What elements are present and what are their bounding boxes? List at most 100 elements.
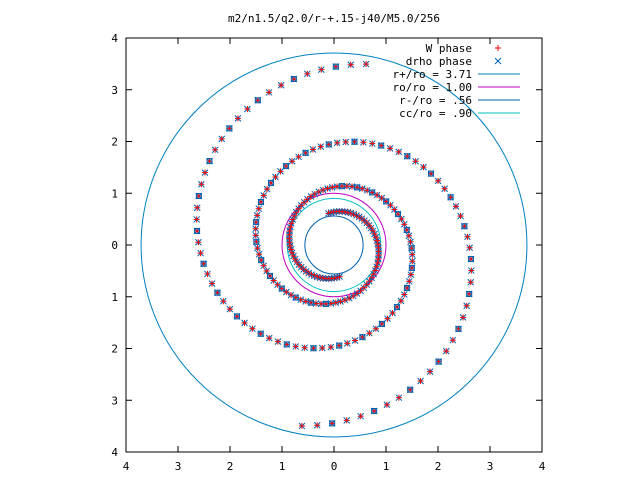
spiral-point [332, 63, 340, 70]
spiral-point [467, 267, 475, 274]
spiral-point [434, 177, 442, 185]
spiral-point [302, 149, 309, 157]
spiral-point [333, 139, 341, 147]
spiral-point [412, 157, 419, 165]
spiral-point [403, 284, 411, 292]
spiral-point [407, 238, 414, 246]
spiral-point [395, 394, 403, 402]
spiral-point [325, 141, 333, 148]
spiral-point [193, 227, 201, 235]
spiral-point [324, 185, 331, 192]
spiral-point [265, 334, 273, 342]
spiral-point [263, 267, 271, 275]
spiral-point [461, 222, 468, 230]
spiral-point [318, 344, 326, 352]
spiral-point [407, 271, 415, 278]
spiral-point [372, 325, 380, 333]
x-tick-label: 2 [227, 460, 234, 473]
x-tick-label: 3 [175, 460, 182, 473]
x-tick-label: 2 [435, 460, 442, 473]
spiral-point [319, 186, 327, 194]
spiral-point [252, 232, 260, 239]
y-tick-label: 1 [111, 187, 118, 200]
spiral-point [341, 296, 349, 304]
spiral-point [226, 305, 234, 313]
legend-entry: drho phase [406, 55, 502, 68]
spiral-point [452, 203, 460, 210]
legend-label: cc/ro = .90 [399, 107, 472, 120]
spiral-point [286, 223, 294, 231]
spiral-point [459, 314, 467, 321]
spiral-point [317, 143, 325, 151]
spiral-point [467, 255, 475, 263]
spiral-point [195, 238, 202, 246]
legend-cross-b [494, 57, 502, 65]
circle-2 [304, 215, 364, 275]
spiral-point [309, 146, 317, 153]
spiral-point [420, 163, 427, 171]
legend-entry: r+/ro = 3.71 [393, 68, 520, 81]
circle-0 [140, 52, 528, 438]
spiral-point [260, 262, 268, 270]
spiral-point [214, 289, 221, 297]
spiral-point [342, 138, 350, 146]
y-tick-label: 2 [111, 136, 118, 149]
spiral-point [317, 66, 325, 74]
spiral-point [193, 216, 201, 223]
legend-entry: ro/ro = 1.00 [393, 81, 520, 94]
spiral-point [408, 251, 416, 258]
spiral-point [393, 303, 401, 311]
spiral-point [277, 168, 284, 175]
legend-label: r-/ro = .56 [399, 94, 472, 107]
spiral-point [328, 183, 336, 191]
spiral-point [400, 291, 408, 298]
y-tick-label: 1 [111, 291, 118, 304]
spiral-point [270, 277, 277, 284]
spiral-point [253, 212, 261, 219]
spiral-point [343, 339, 351, 347]
spiral-point [397, 297, 405, 305]
spiral-point [337, 298, 344, 305]
legend-entry: W phase [426, 42, 501, 55]
spiral-point [362, 60, 370, 68]
spiral-point [377, 142, 385, 149]
x-tick-label: 1 [279, 460, 286, 473]
spiral-point [277, 81, 285, 89]
spiral-point [295, 153, 302, 161]
spiral-point [249, 325, 256, 333]
spiral-point [400, 220, 408, 228]
spiral-point [408, 244, 416, 252]
spiral-point [441, 185, 449, 193]
spiral-point [288, 157, 296, 165]
legend-entry: r-/ro = .56 [399, 94, 520, 107]
spiral-point [298, 422, 306, 430]
spiral-point [455, 325, 462, 333]
spiral-point [378, 320, 386, 328]
spiral-point [406, 386, 414, 394]
spiral-point [310, 344, 317, 352]
spiral-point [260, 192, 268, 199]
spiral-point [301, 344, 308, 352]
phase-markers [193, 60, 475, 430]
spiral-point [226, 125, 233, 132]
legend-label: r+/ro = 3.71 [393, 68, 472, 81]
x-tick-label: 1 [383, 460, 390, 473]
y-tick-label: 0 [111, 239, 118, 252]
circle-1 [281, 192, 387, 298]
spiral-point [302, 298, 310, 305]
spiral-point [394, 210, 402, 218]
spiral-point [254, 96, 262, 104]
x-tick-label: 3 [487, 460, 494, 473]
spiral-point [201, 169, 209, 176]
spiral-point [266, 272, 274, 280]
spiral-point [357, 412, 365, 420]
spiral-point [267, 179, 275, 187]
spiral-point [355, 213, 363, 221]
legend-label: W phase [426, 42, 472, 55]
spiral-point [193, 204, 201, 212]
spiral-point [447, 193, 454, 201]
spiral-point [403, 152, 411, 160]
spiral-point [303, 70, 311, 78]
spiral-point [257, 198, 265, 206]
